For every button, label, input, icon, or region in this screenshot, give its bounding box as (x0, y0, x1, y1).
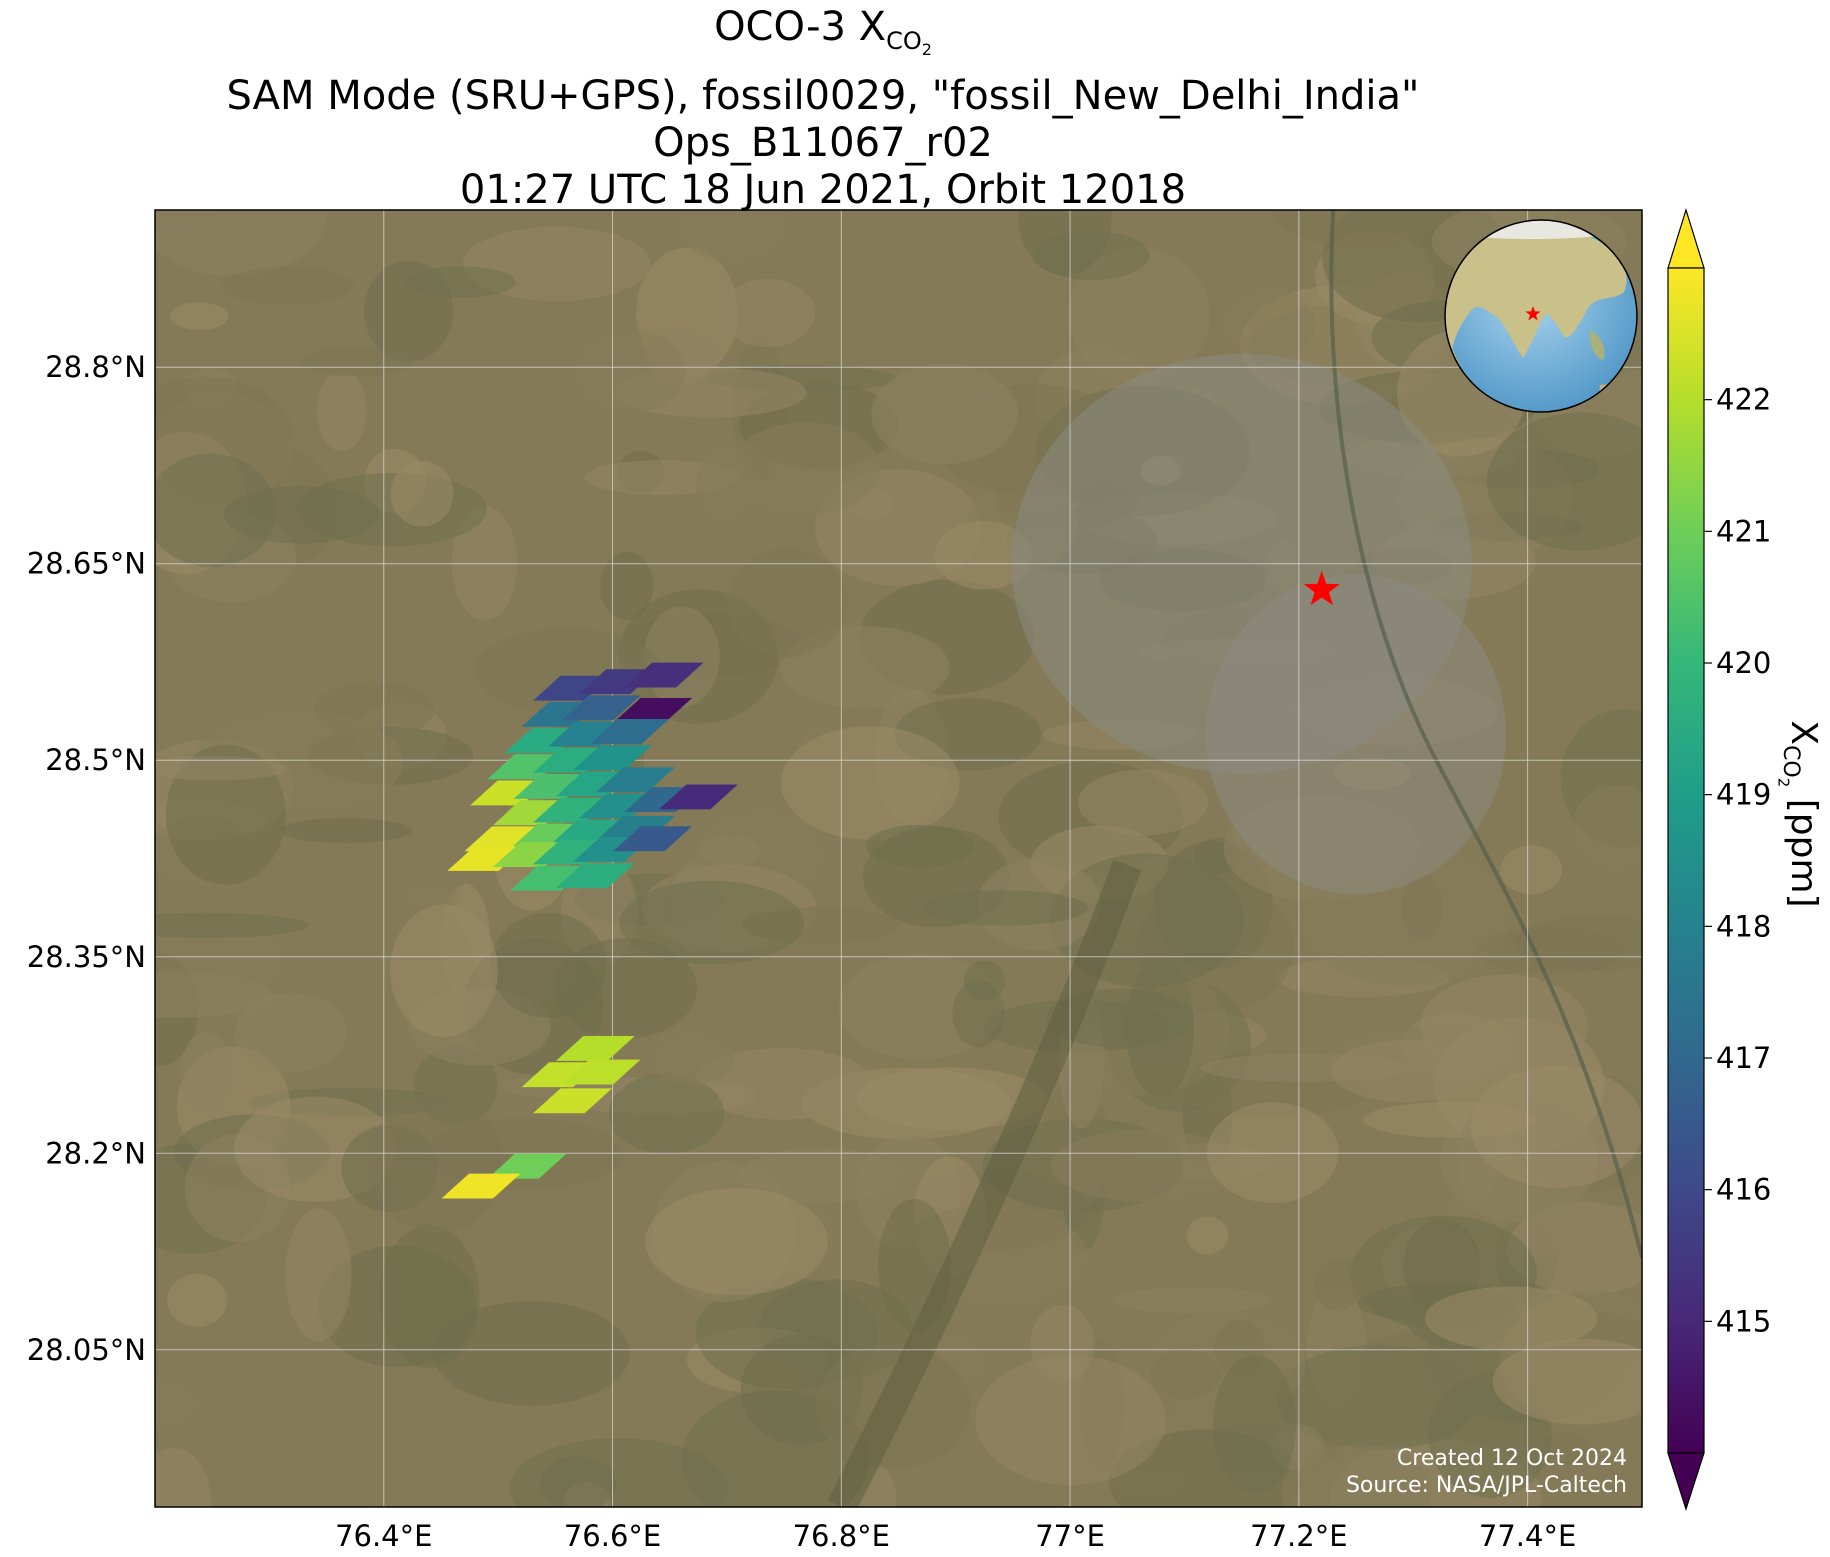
colorbar-label: XCO2 [ppm] (1774, 720, 1824, 908)
colorbar-ticks: 415 416 417 418 419 420 421 422 (1704, 383, 1771, 1338)
sounding-footprint (550, 819, 630, 845)
colorbar-tick-label: 420 (1716, 646, 1771, 680)
target-marker (1303, 570, 1340, 606)
sounding-footprint (510, 865, 590, 891)
title-line-4: 01:27 UTC 18 Jun 2021, Orbit 12018 (459, 166, 1187, 213)
title-line-1: OCO-3 XCO2 (714, 4, 932, 59)
x-tick-label: 77.4°E (1479, 1519, 1576, 1553)
sounding-footprint (555, 863, 635, 888)
globe-target-star-icon (1525, 306, 1541, 321)
sounding-footprint (624, 662, 704, 688)
sounding-footprint (555, 1036, 635, 1061)
sounding-footprint (547, 721, 627, 747)
sounding-footprint (487, 1153, 567, 1179)
colorbar-max-extend (1667, 207, 1705, 269)
sounding-footprint (596, 815, 675, 841)
sounding-footprint (441, 1173, 521, 1199)
x-tick-label: 76.8°E (793, 1519, 890, 1553)
sounding-footprint (573, 745, 652, 771)
x-tick-label: 76.6°E (564, 1519, 661, 1553)
colorbar-tick-label: 417 (1716, 1041, 1771, 1075)
colorbar-tick-label: 421 (1716, 514, 1771, 548)
sounding-footprint (561, 695, 641, 721)
map-frame (154, 209, 1643, 1508)
x-tick-label: 77°E (1035, 1519, 1105, 1553)
y-tick-label: 28.05°N (27, 1333, 146, 1367)
y-axis-ticks: 28.05°N 28.2°N 28.35°N 28.5°N 28.65°N 28.8°N (27, 350, 146, 1367)
chart-title: OCO-3 XCO2 SAM Mode (SRU+GPS), fossil002… (0, 4, 1646, 214)
sounding-footprint (596, 767, 675, 793)
y-tick-label: 28.5°N (45, 743, 146, 777)
sounding-footprint (613, 826, 692, 852)
colorbar-tick-label: 419 (1716, 778, 1771, 812)
sounding-footprint (447, 846, 527, 871)
x-axis-ticks: 76.4°E 76.6°E 76.8°E 77°E 77.2°E 77.4°E (335, 1519, 1576, 1553)
x-tick-label: 76.4°E (335, 1519, 432, 1553)
colorbar-tick-label: 422 (1716, 383, 1771, 417)
sounding-footprint (464, 826, 544, 852)
satellite-imagery (155, 210, 1642, 1507)
colorbar-tick-label: 418 (1716, 909, 1771, 943)
x-tick-label: 77.2°E (1250, 1519, 1347, 1553)
colorbar-tick-label: 416 (1716, 1173, 1771, 1207)
target-star-icon (1303, 570, 1340, 606)
sounding-footprint (613, 698, 692, 723)
sounding-footprint (590, 719, 670, 744)
colorbar-gradient (1667, 267, 1705, 1454)
source-note: Source: NASA/JPL-Caltech (1346, 1473, 1627, 1498)
sounding-footprint (561, 1059, 641, 1085)
y-tick-label: 28.8°N (45, 350, 146, 384)
title-line-2: SAM Mode (SRU+GPS), fossil0029, "fossil_… (226, 72, 1420, 119)
grid-lines (155, 210, 1642, 1507)
y-tick-label: 28.2°N (45, 1136, 146, 1170)
colorbar: 415 416 417 418 419 420 421 422 (1667, 207, 1771, 1511)
sounding-footprint (513, 774, 593, 799)
created-date-note: Created 12 Oct 2024 (1397, 1446, 1627, 1471)
xco2-soundings (441, 662, 738, 1199)
map-area: Created 12 Oct 2024 Source: NASA/JPL-Cal… (155, 210, 1642, 1507)
colorbar-tick-label: 415 (1716, 1304, 1771, 1338)
sounding-footprint (533, 1088, 612, 1114)
colorbar-min-extend (1667, 1452, 1705, 1511)
sounding-footprint (533, 797, 612, 823)
title-line-3: Ops_B11067_r02 (653, 119, 993, 166)
y-tick-label: 28.65°N (27, 547, 146, 581)
sounding-footprint (658, 784, 738, 810)
y-tick-label: 28.35°N (27, 940, 146, 974)
